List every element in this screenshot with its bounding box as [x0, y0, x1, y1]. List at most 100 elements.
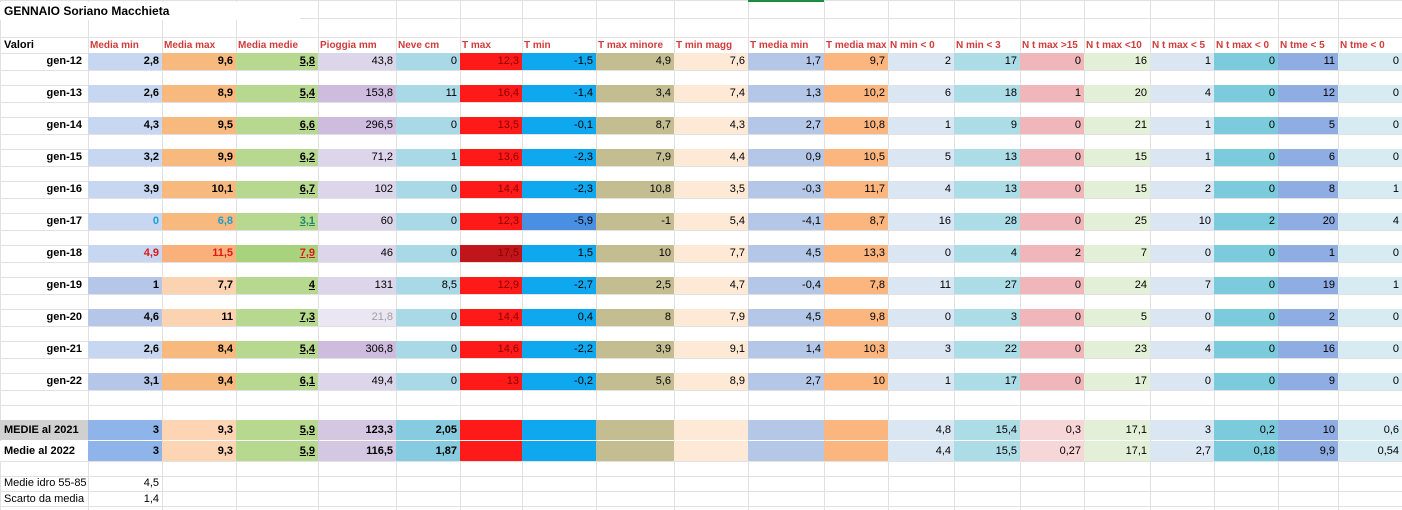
data-cell[interactable]: 0,4 — [522, 309, 596, 326]
data-cell[interactable]: 7,6 — [674, 53, 748, 70]
data-cell[interactable]: 4,6 — [88, 309, 162, 326]
summary-cell[interactable] — [748, 441, 824, 461]
summary-cell[interactable]: 17,1 — [1084, 420, 1150, 440]
data-cell[interactable]: 8 — [1278, 181, 1338, 198]
data-cell[interactable]: 13,6 — [460, 149, 522, 166]
data-cell[interactable]: -2,7 — [522, 277, 596, 294]
data-cell[interactable]: 0 — [1214, 181, 1278, 198]
data-cell[interactable]: 6,8 — [162, 213, 236, 230]
data-cell[interactable]: 10,8 — [824, 117, 888, 134]
data-cell[interactable]: -1,5 — [522, 53, 596, 70]
data-cell[interactable]: 7,7 — [162, 277, 236, 294]
data-cell[interactable]: 0 — [396, 373, 460, 390]
summary-cell[interactable]: 10 — [1278, 420, 1338, 440]
note-value[interactable]: 4,5 — [143, 477, 159, 489]
data-cell[interactable]: 7,7 — [674, 245, 748, 262]
data-cell[interactable]: 4 — [1150, 341, 1214, 358]
column-header[interactable]: N tme < 0 — [1340, 39, 1385, 51]
data-cell[interactable]: 10,2 — [824, 85, 888, 102]
data-cell[interactable]: 0 — [396, 117, 460, 134]
summary-cell[interactable]: 0,27 — [1020, 441, 1084, 461]
row-label[interactable]: gen-12 — [46, 55, 82, 67]
data-cell[interactable]: 9,6 — [162, 53, 236, 70]
data-cell[interactable]: 0 — [1150, 245, 1214, 262]
summary-cell[interactable] — [460, 420, 522, 440]
column-header[interactable]: T max — [462, 39, 491, 51]
data-cell[interactable]: 2 — [1214, 213, 1278, 230]
data-cell[interactable]: 12,3 — [460, 213, 522, 230]
data-cell[interactable]: 2,7 — [748, 373, 824, 390]
column-header[interactable]: T max minore — [598, 39, 664, 51]
column-header[interactable]: Media max — [164, 39, 216, 51]
data-cell[interactable]: 7,9 — [236, 245, 318, 262]
data-cell[interactable]: 3,4 — [596, 85, 674, 102]
data-cell[interactable]: 11 — [888, 277, 954, 294]
data-cell[interactable]: 4,3 — [674, 117, 748, 134]
data-cell[interactable]: 1,5 — [522, 245, 596, 262]
data-cell[interactable]: 17 — [954, 373, 1020, 390]
data-cell[interactable]: 4,9 — [88, 245, 162, 262]
data-cell[interactable]: 4 — [236, 277, 318, 294]
data-cell[interactable]: 14,4 — [460, 309, 522, 326]
data-cell[interactable]: 8,5 — [396, 277, 460, 294]
column-header[interactable]: T min magg — [676, 39, 733, 51]
data-cell[interactable]: 3,5 — [674, 181, 748, 198]
data-cell[interactable]: 6,2 — [236, 149, 318, 166]
column-header[interactable]: Pioggia mm — [320, 39, 377, 51]
data-cell[interactable]: 12,9 — [460, 277, 522, 294]
summary-cell[interactable]: 15,5 — [954, 441, 1020, 461]
data-cell[interactable]: 1 — [1150, 117, 1214, 134]
data-cell[interactable]: 0,9 — [748, 149, 824, 166]
data-cell[interactable]: 4,3 — [88, 117, 162, 134]
summary-cell[interactable]: 116,5 — [318, 441, 396, 461]
data-cell[interactable]: 0 — [1020, 341, 1084, 358]
data-cell[interactable]: -2,3 — [522, 181, 596, 198]
data-cell[interactable]: 5,8 — [236, 53, 318, 70]
data-cell[interactable]: 7,3 — [236, 309, 318, 326]
data-cell[interactable]: 0 — [396, 309, 460, 326]
summary-cell[interactable]: 2,7 — [1150, 441, 1214, 461]
row-label[interactable]: gen-18 — [46, 247, 82, 259]
column-header[interactable]: N t max >15 — [1022, 39, 1078, 51]
note-label[interactable]: Medie idro 55-85 — [4, 477, 87, 489]
data-cell[interactable]: 4 — [954, 245, 1020, 262]
summary-cell[interactable] — [824, 441, 888, 461]
data-cell[interactable]: 0 — [888, 245, 954, 262]
summary-cell[interactable]: 9,9 — [1278, 441, 1338, 461]
summary-cell[interactable] — [674, 420, 748, 440]
summary-cell[interactable]: 123,3 — [318, 420, 396, 440]
summary-cell[interactable] — [596, 441, 674, 461]
data-cell[interactable]: 4,9 — [596, 53, 674, 70]
data-cell[interactable]: 4 — [1338, 213, 1402, 230]
data-cell[interactable]: 12 — [1278, 85, 1338, 102]
data-cell[interactable]: 8,9 — [162, 85, 236, 102]
data-cell[interactable]: -0,4 — [748, 277, 824, 294]
row-label[interactable]: gen-21 — [46, 343, 82, 355]
data-cell[interactable]: 23 — [1084, 341, 1150, 358]
data-cell[interactable]: 16 — [1278, 341, 1338, 358]
data-cell[interactable]: 1 — [1020, 85, 1084, 102]
row-label[interactable]: gen-22 — [46, 375, 82, 387]
data-cell[interactable]: -1,4 — [522, 85, 596, 102]
data-cell[interactable]: 43,8 — [318, 53, 396, 70]
data-cell[interactable]: 0 — [396, 341, 460, 358]
data-cell[interactable]: 11 — [1278, 53, 1338, 70]
data-cell[interactable]: 2 — [1150, 181, 1214, 198]
data-cell[interactable]: 5,4 — [236, 85, 318, 102]
row-label[interactable]: gen-16 — [46, 183, 82, 195]
data-cell[interactable]: 11 — [162, 309, 236, 326]
note-value[interactable]: 1,4 — [143, 493, 159, 505]
data-cell[interactable]: 5,4 — [236, 341, 318, 358]
data-cell[interactable]: 0 — [1150, 373, 1214, 390]
data-cell[interactable]: 1 — [396, 149, 460, 166]
summary-cell[interactable] — [522, 441, 596, 461]
data-cell[interactable]: 1,3 — [748, 85, 824, 102]
data-cell[interactable]: 16 — [888, 213, 954, 230]
row-label[interactable]: gen-17 — [46, 215, 82, 227]
data-cell[interactable]: 0 — [1214, 53, 1278, 70]
data-cell[interactable]: 0 — [1020, 213, 1084, 230]
summary-cell[interactable] — [674, 441, 748, 461]
data-cell[interactable]: 0 — [1020, 117, 1084, 134]
data-cell[interactable]: 4,5 — [748, 309, 824, 326]
